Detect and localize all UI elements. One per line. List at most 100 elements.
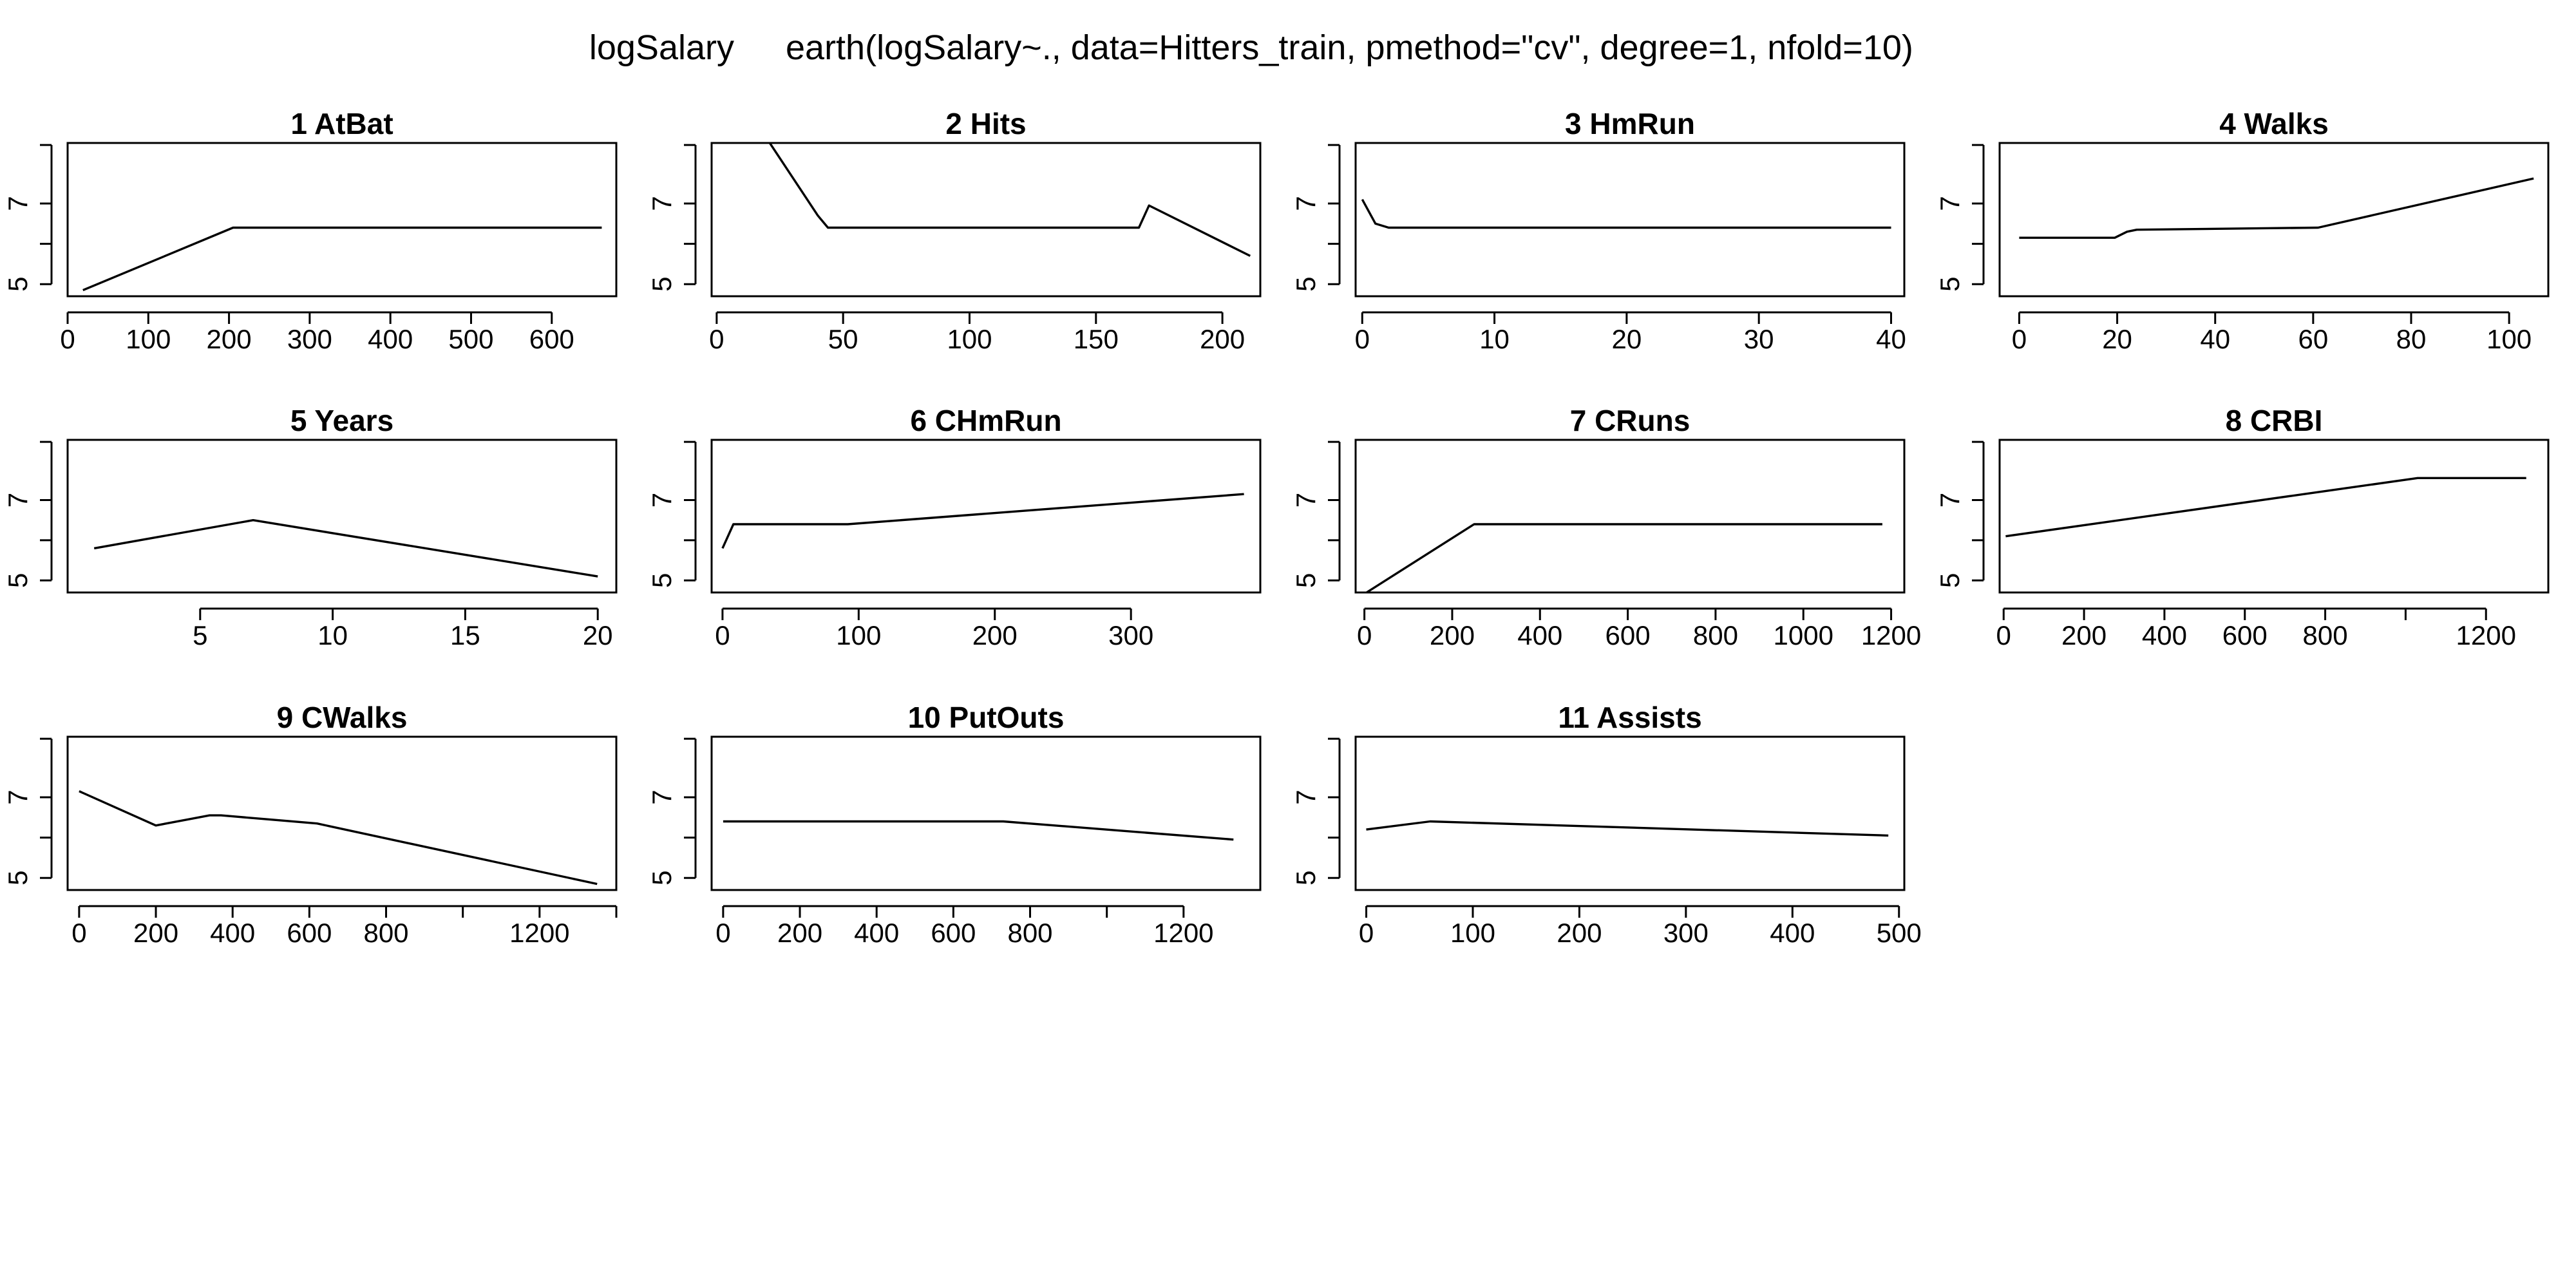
plot-frame bbox=[1354, 735, 1906, 891]
x-tick-label: 0 bbox=[1359, 918, 1374, 948]
x-tick-label: 300 bbox=[1108, 620, 1153, 650]
y-tick-label: 7 bbox=[647, 790, 677, 804]
x-tick-label: 800 bbox=[2303, 620, 2348, 650]
x-tick-label: 800 bbox=[1007, 918, 1052, 948]
panel-title: 3 HmRun bbox=[1565, 107, 1695, 140]
series-line bbox=[768, 143, 1251, 257]
x-tick-label: 0 bbox=[1357, 620, 1372, 650]
x-tick-label: 400 bbox=[368, 324, 413, 354]
x-tick-label: 40 bbox=[1876, 324, 1906, 354]
x-tick-label: 200 bbox=[207, 324, 252, 354]
panel-title: 7 CRuns bbox=[1570, 404, 1690, 437]
panel-9: 9 CWalks 5 7 0 200 400 600 800 1200 bbox=[3, 701, 618, 948]
plot-frame bbox=[1998, 439, 2550, 594]
panel-title: 8 CRBI bbox=[2226, 404, 2323, 437]
series-line bbox=[721, 493, 1244, 549]
x-tick-label: 200 bbox=[1430, 620, 1475, 650]
x-tick-label: 0 bbox=[1355, 324, 1370, 354]
y-tick-label: 5 bbox=[647, 573, 677, 588]
x-tick-label: 400 bbox=[1517, 620, 1562, 650]
y-tick-label: 7 bbox=[1935, 493, 1965, 507]
y-tick-label: 5 bbox=[647, 277, 677, 292]
x-tick-label: 1200 bbox=[2456, 620, 2516, 650]
x-tick-label: 100 bbox=[1450, 918, 1495, 948]
x-tick-label: 500 bbox=[448, 324, 493, 354]
x-tick-label: 0 bbox=[1996, 620, 2011, 650]
x-tick-label: 20 bbox=[1612, 324, 1642, 354]
plot-frame bbox=[710, 439, 1262, 594]
x-tick-label: 400 bbox=[1770, 918, 1815, 948]
y-tick-label: 5 bbox=[1291, 277, 1321, 292]
x-tick-label: 1000 bbox=[1774, 620, 1833, 650]
panel-title: 2 Hits bbox=[945, 107, 1026, 140]
y-tick-label: 7 bbox=[3, 493, 33, 507]
x-tick-label: 40 bbox=[2200, 324, 2230, 354]
y-tick-label: 5 bbox=[1935, 277, 1965, 292]
y-tick-label: 7 bbox=[647, 493, 677, 507]
x-tick-label: 600 bbox=[287, 918, 332, 948]
x-tick-label: 20 bbox=[2102, 324, 2132, 354]
panel-5: 5 Years 5 7 5 10 15 20 bbox=[3, 404, 618, 650]
panel-8: 8 CRBI 5 7 0 200 400 600 800 1200 bbox=[1935, 404, 2550, 650]
y-tick-label: 5 bbox=[1935, 573, 1965, 588]
series-line bbox=[1361, 198, 1891, 229]
x-tick-label: 1200 bbox=[1153, 918, 1213, 948]
panel-title: 9 CWalks bbox=[277, 701, 408, 734]
y-tick-label: 7 bbox=[1291, 790, 1321, 804]
x-tick-label: 400 bbox=[854, 918, 899, 948]
x-tick-label: 400 bbox=[210, 918, 255, 948]
series-line bbox=[723, 820, 1234, 841]
x-tick-label: 30 bbox=[1744, 324, 1774, 354]
x-tick-label: 1200 bbox=[1861, 620, 1921, 650]
y-tick-label: 7 bbox=[647, 196, 677, 211]
y-tick-label: 5 bbox=[3, 573, 33, 588]
plot-frame bbox=[1354, 142, 1906, 298]
x-tick-label: 600 bbox=[2222, 620, 2268, 650]
x-tick-label: 100 bbox=[836, 620, 881, 650]
x-tick-label: 200 bbox=[2061, 620, 2107, 650]
y-tick-label: 7 bbox=[3, 790, 33, 804]
x-tick-label: 200 bbox=[972, 620, 1018, 650]
panel-title: 4 Walks bbox=[2219, 107, 2329, 140]
x-tick-label: 5 bbox=[193, 620, 207, 650]
plot-frame bbox=[710, 735, 1262, 891]
x-tick-label: 200 bbox=[133, 918, 178, 948]
panel-10: 10 PutOuts 5 7 0 200 400 600 800 1200 bbox=[647, 701, 1262, 948]
x-tick-label: 400 bbox=[2142, 620, 2187, 650]
x-tick-label: 15 bbox=[450, 620, 480, 650]
y-tick-label: 5 bbox=[647, 871, 677, 886]
y-tick-label: 7 bbox=[1291, 196, 1321, 211]
x-tick-label: 60 bbox=[2298, 324, 2328, 354]
panel-title: 1 AtBat bbox=[290, 107, 393, 140]
x-tick-label: 0 bbox=[60, 324, 75, 354]
plot-frame bbox=[1354, 439, 1906, 594]
x-tick-label: 600 bbox=[529, 324, 574, 354]
x-tick-label: 10 bbox=[1479, 324, 1510, 354]
series-line bbox=[1366, 523, 1882, 592]
panel-2: 2 Hits 5 7 0 50 100 150 200 bbox=[647, 107, 1262, 354]
x-tick-label: 600 bbox=[1605, 620, 1651, 650]
panel-title: 5 Years bbox=[290, 404, 393, 437]
y-tick-label: 5 bbox=[3, 871, 33, 886]
y-tick-label: 7 bbox=[1291, 493, 1321, 507]
x-tick-label: 100 bbox=[126, 324, 171, 354]
panel-title: 11 Assists bbox=[1558, 701, 1701, 734]
panel-6: 6 CHmRun 5 7 0 100 200 300 bbox=[647, 404, 1262, 650]
plot-frame bbox=[66, 439, 618, 594]
x-tick-label: 0 bbox=[715, 918, 730, 948]
series-line bbox=[82, 226, 602, 292]
x-tick-label: 200 bbox=[1200, 324, 1245, 354]
x-tick-label: 200 bbox=[1557, 918, 1602, 948]
x-tick-label: 0 bbox=[71, 918, 86, 948]
x-tick-label: 600 bbox=[931, 918, 976, 948]
x-tick-label: 20 bbox=[583, 620, 613, 650]
x-tick-label: 100 bbox=[2486, 324, 2532, 354]
plot-frame bbox=[710, 142, 1262, 298]
panel-title: 10 PutOuts bbox=[908, 701, 1065, 734]
x-tick-label: 50 bbox=[828, 324, 858, 354]
panel-11: 11 Assists 5 7 0 100 200 300 400 500 bbox=[1291, 701, 1922, 948]
panel-3: 3 HmRun 5 7 0 10 20 30 40 bbox=[1291, 107, 1906, 354]
x-tick-label: 80 bbox=[2396, 324, 2427, 354]
